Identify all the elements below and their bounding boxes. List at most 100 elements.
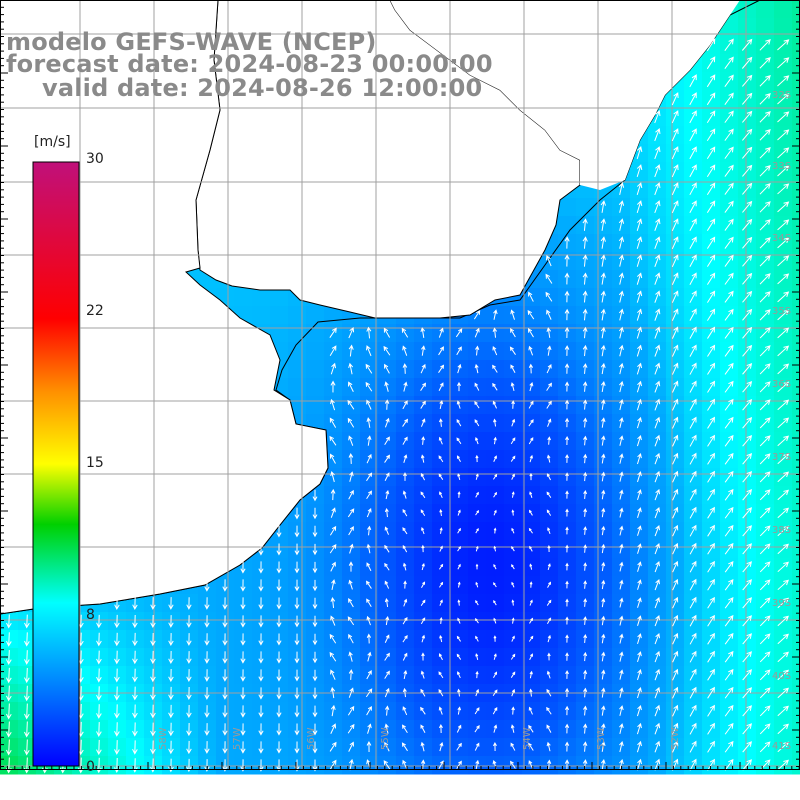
- wind-arrow: [294, 687, 300, 700]
- wind-arrow: [724, 632, 734, 645]
- wind-arrow: [546, 741, 551, 752]
- wind-arrow: [637, 543, 642, 554]
- wind-arrow: [492, 689, 498, 697]
- wind-arrow: [475, 491, 479, 498]
- wind-speed-cell: [792, 396, 800, 415]
- longitude-label: 55W: [380, 727, 391, 750]
- wind-arrow: [493, 671, 498, 678]
- wind-speed-cell: [288, 306, 307, 325]
- wind-arrow: [6, 721, 12, 738]
- wind-arrow: [329, 327, 337, 338]
- wind-arrow: [546, 706, 552, 715]
- wind-arrow: [240, 561, 246, 574]
- wind-arrow: [402, 544, 408, 553]
- wind-arrow: [456, 653, 462, 660]
- wind-arrow: [403, 580, 407, 589]
- wind-arrow: [583, 598, 588, 607]
- wind-arrow: [742, 254, 753, 267]
- wind-arrow: [619, 435, 624, 446]
- wind-arrow: [689, 686, 697, 699]
- wind-speed-cell: [792, 126, 800, 145]
- wind-arrow: [619, 471, 624, 482]
- wind-speed-cell: [792, 522, 800, 541]
- wind-arrow: [384, 363, 390, 374]
- wind-arrow: [742, 344, 753, 357]
- wind-arrow: [742, 489, 753, 501]
- wind-arrow: [312, 525, 318, 538]
- wind-arrow: [724, 236, 734, 249]
- wind-arrow: [601, 561, 606, 572]
- wind-arrow: [654, 200, 661, 214]
- wind-arrow: [365, 580, 372, 589]
- wind-arrow: [168, 650, 174, 665]
- wind-arrow: [689, 614, 697, 627]
- wind-arrow: [383, 760, 391, 770]
- wind-arrow: [420, 472, 426, 481]
- wind-arrow: [456, 400, 461, 409]
- wind-arrow: [510, 328, 516, 338]
- wind-arrow: [258, 615, 264, 628]
- wind-arrow: [366, 507, 372, 518]
- wind-speed-cell: [792, 54, 800, 73]
- wind-arrow: [132, 668, 138, 683]
- wind-arrow: [330, 723, 336, 734]
- wind-arrow: [689, 164, 697, 178]
- wind-arrow: [330, 615, 336, 626]
- wind-arrow: [493, 600, 497, 606]
- wind-arrow: [329, 417, 337, 428]
- wind-arrow: [114, 597, 120, 611]
- wind-speed-cell: [306, 306, 325, 325]
- wind-arrow: [706, 236, 716, 249]
- wind-arrow: [741, 56, 753, 69]
- wind-arrow: [401, 742, 408, 752]
- wind-arrow: [276, 723, 282, 736]
- wind-arrow: [600, 326, 606, 339]
- wind-arrow: [724, 506, 734, 519]
- wind-arrow: [671, 290, 679, 303]
- wind-arrow: [456, 437, 462, 445]
- wind-arrow: [546, 454, 551, 463]
- wind-arrow: [689, 308, 697, 321]
- wind-arrow: [114, 740, 120, 755]
- wind-arrow: [618, 326, 624, 339]
- wind-arrow: [114, 614, 120, 629]
- wind-arrow: [707, 452, 715, 465]
- wind-arrow: [565, 490, 569, 499]
- wind-arrow: [582, 344, 588, 357]
- wind-arrow: [24, 685, 30, 702]
- wind-arrow: [618, 200, 625, 213]
- wind-arrow: [204, 651, 210, 664]
- wind-arrow: [510, 455, 516, 462]
- wind-arrow: [564, 723, 570, 734]
- model-title: modelo GEFS-WAVE (NCEP): [6, 28, 377, 56]
- wind-speed-cell: [558, 216, 577, 235]
- wind-arrow: [294, 579, 300, 592]
- wind-speed-cell: [792, 270, 800, 289]
- wind-arrow: [565, 580, 569, 589]
- wind-arrow: [529, 688, 533, 697]
- wind-arrow: [402, 363, 408, 374]
- wind-arrow: [150, 668, 156, 683]
- wind-arrow: [707, 614, 715, 627]
- wind-arrow: [348, 669, 354, 680]
- latitude-labels: 32S 33S 34S 35S 36S 37S 38S 39S 40S 41S: [772, 90, 791, 752]
- wind-arrow: [529, 617, 534, 624]
- wind-arrow: [420, 617, 426, 625]
- wind-arrow: [564, 236, 570, 249]
- wind-arrow: [511, 688, 516, 697]
- wind-arrow: [706, 38, 716, 52]
- wind-arrow: [439, 509, 443, 516]
- wind-arrow: [493, 724, 498, 733]
- wind-arrow: [6, 703, 12, 720]
- wind-speed-cell: [306, 342, 325, 361]
- wind-arrow: [222, 687, 228, 700]
- wind-speed-cell: [252, 306, 271, 325]
- wind-speed-cell: [792, 630, 800, 649]
- wind-arrow: [671, 236, 679, 250]
- wind-arrow: [475, 653, 479, 660]
- wind-arrow: [421, 652, 425, 661]
- wind-arrow: [258, 687, 264, 700]
- wind-arrow: [777, 165, 790, 177]
- colorbar-tick-30: 30: [86, 151, 104, 167]
